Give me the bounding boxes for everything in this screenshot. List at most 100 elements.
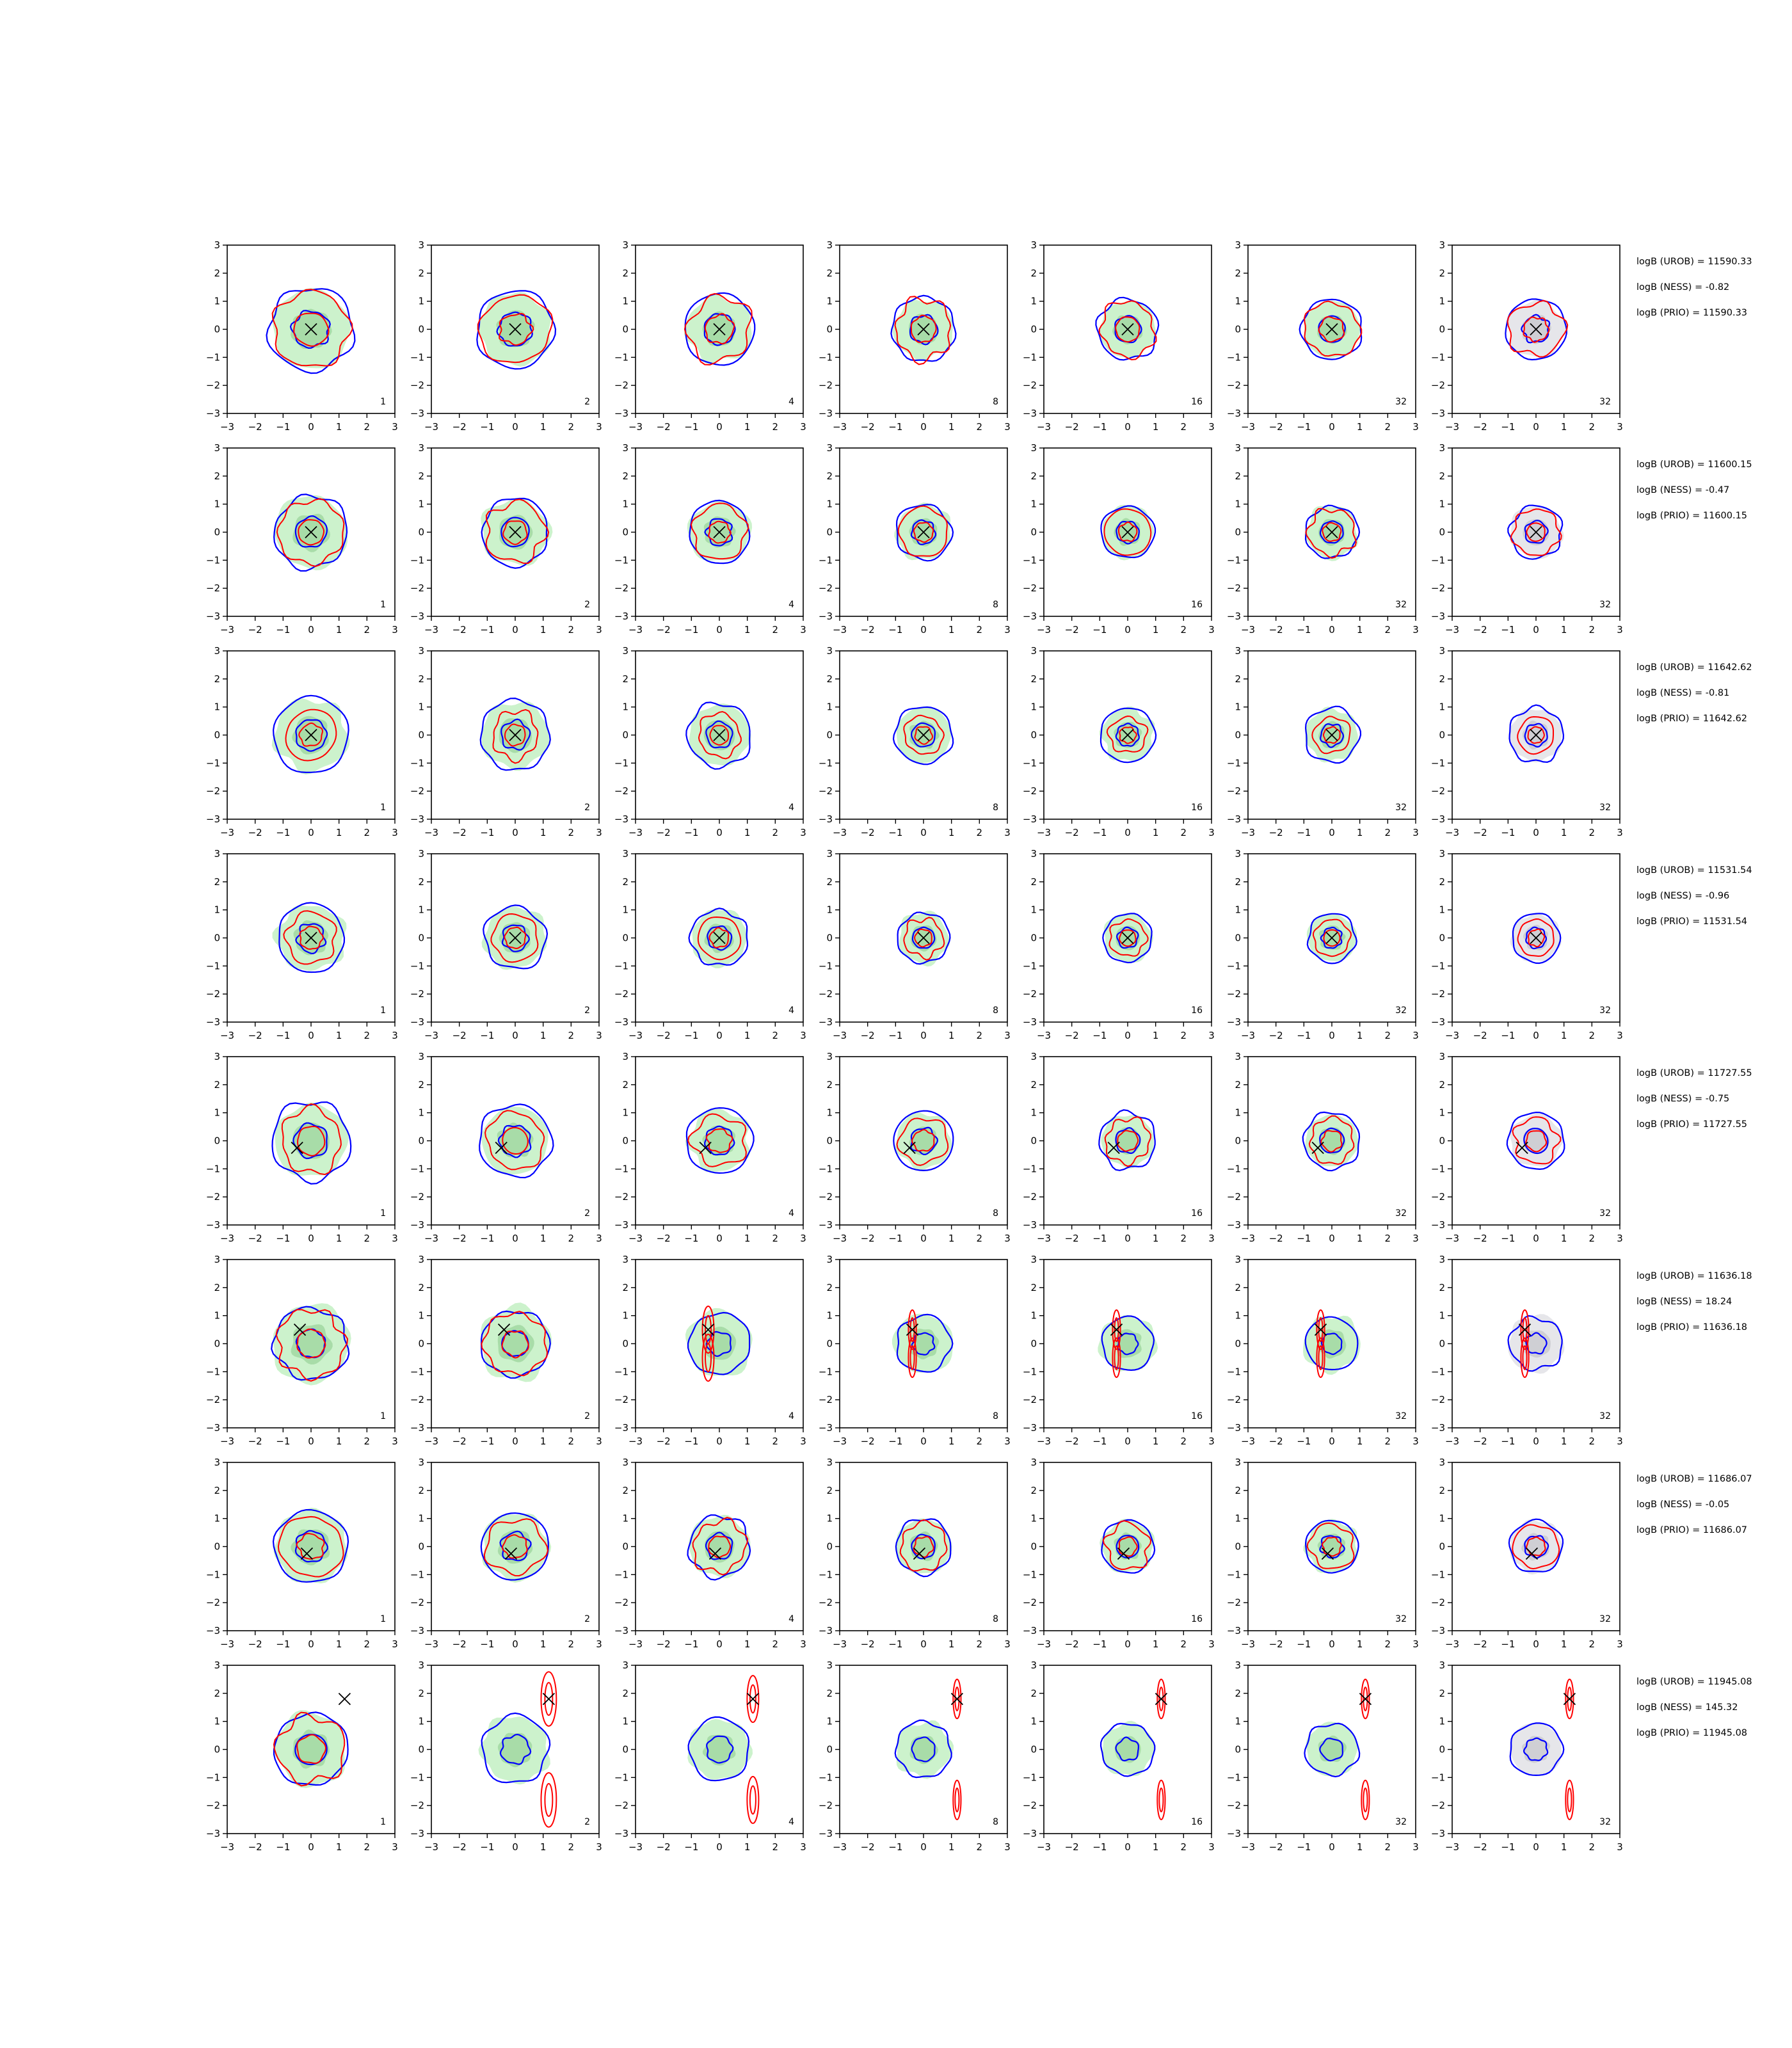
y-tick-label: 3 [418, 239, 424, 251]
y-tick-label: 3 [1439, 1457, 1445, 1468]
x-tick-label: −3 [220, 421, 234, 433]
red-contour-outer [1308, 1115, 1355, 1165]
x-tick-label: 1 [336, 1436, 342, 1447]
y-tick-label: −3 [819, 1016, 833, 1028]
y-tick-label: 1 [418, 296, 424, 307]
y-tick-label: 1 [214, 1716, 220, 1727]
y-tick-label: 0 [826, 1744, 833, 1756]
y-tick-label: −3 [819, 813, 833, 825]
y-tick-label: 3 [1439, 1254, 1445, 1265]
y-tick-label: 3 [418, 848, 424, 860]
column-annotation: 4 [788, 1614, 794, 1624]
row-stats-7: logB (UROB) = 11686.07 logB (NESS) = -0.0… [1636, 1474, 1752, 1535]
y-tick-label: 2 [1235, 470, 1241, 482]
x-tick-label: 1 [948, 1841, 955, 1853]
blue-contour-inner [910, 722, 936, 748]
x-tick-label: 2 [1181, 827, 1187, 838]
red-contour-lobe-1 [1565, 1678, 1574, 1720]
x-tick-label: 1 [540, 827, 547, 838]
x-tick-label: 3 [596, 1841, 602, 1853]
y-tick-label: 2 [418, 1688, 424, 1699]
x-tick-label: −1 [1501, 1233, 1515, 1244]
y-tick-label: −2 [206, 785, 220, 797]
y-tick-label: 0 [826, 527, 833, 538]
x-tick-label: 1 [744, 827, 751, 838]
x-tick-label: 2 [1385, 421, 1391, 433]
x-tick-label: 3 [1412, 1436, 1419, 1447]
y-tick-label: 3 [214, 1457, 220, 1468]
y-tick-label: −2 [1227, 988, 1241, 1000]
red-contour-outer [1305, 508, 1357, 559]
y-tick-label: 1 [418, 499, 424, 510]
y-tick-label: 1 [418, 1107, 424, 1119]
x-tick-label: −1 [480, 1841, 494, 1853]
y-tick-label: 3 [826, 239, 833, 251]
red-contour-outer [483, 1518, 548, 1577]
y-tick-label: 2 [418, 1282, 424, 1293]
stat-ness: logB (NESS) = -0.81 [1636, 688, 1729, 698]
red-contour-lobe-inner-1 [544, 1682, 554, 1716]
blue-contour-outer [266, 288, 356, 374]
blue-contour-inner [292, 1122, 328, 1160]
y-tick-label: 3 [418, 1660, 424, 1671]
y-tick-label: 3 [1235, 239, 1241, 251]
y-tick-label: 3 [1439, 239, 1445, 251]
red-contour-inner [914, 928, 932, 948]
x-tick-label: 1 [1153, 421, 1159, 433]
red-contour-outer [1102, 1520, 1152, 1571]
true-value-marker [1325, 323, 1338, 336]
y-tick-label: −1 [206, 554, 220, 566]
y-tick-label: 2 [1235, 1485, 1241, 1496]
panel-r1-c5: −3−3 −2 −2 −1 −1 0 0 1 1 2 2 3 3 16 [1023, 239, 1215, 433]
red-contour-outer [1108, 918, 1149, 957]
x-tick-label: 3 [1208, 1841, 1215, 1853]
y-tick-label: −2 [1431, 988, 1445, 1000]
y-tick-label: 3 [1030, 1051, 1037, 1062]
x-tick-label: −3 [1037, 624, 1051, 636]
true-value-marker [1314, 1323, 1327, 1336]
blue-contour-inner [499, 1530, 532, 1562]
blue-contour-inner [1524, 1535, 1549, 1559]
y-tick-label: −3 [1431, 1828, 1445, 1839]
blue-contour-outer [1100, 707, 1157, 764]
blue-contour-inner [706, 1735, 734, 1764]
x-tick-label: 3 [1208, 1638, 1215, 1650]
blue-contour-inner [707, 925, 733, 951]
red-contour-lobe-inner-1 [1114, 1317, 1119, 1342]
y-tick-label: 2 [622, 268, 628, 279]
x-tick-label: 0 [920, 1436, 927, 1447]
y-tick-label: 0 [418, 1541, 424, 1553]
blue-contour-inner [1523, 1128, 1549, 1155]
x-tick-label: 3 [392, 624, 398, 636]
x-tick-label: 2 [364, 1841, 371, 1853]
red-contour-outer [1106, 715, 1149, 753]
panel-r1-c2: −3−3 −2 −2 −1 −1 0 0 1 1 2 2 3 3 2 [410, 239, 602, 433]
true-value-marker [305, 525, 317, 539]
column-annotation: 32 [1395, 1411, 1407, 1421]
blue-contour-inner [295, 923, 327, 955]
y-tick-label: 0 [1439, 1338, 1445, 1350]
y-tick-label: 1 [214, 499, 220, 510]
x-tick-label: 2 [568, 624, 575, 636]
y-tick-label: −1 [1227, 1569, 1241, 1580]
y-tick-label: 3 [826, 1660, 833, 1671]
y-tick-label: 0 [1439, 1744, 1445, 1756]
red-contour-lobe-inner-1 [1522, 1317, 1528, 1342]
y-tick-label: 1 [1030, 701, 1037, 713]
x-tick-label: 2 [1589, 1841, 1596, 1853]
x-tick-label: 0 [920, 1233, 927, 1244]
red-contour-inner [1523, 316, 1550, 343]
x-tick-label: 2 [1385, 1030, 1391, 1041]
true-value-marker [903, 1141, 916, 1155]
panel-r2-c5: −3−3 −2 −2 −1 −1 0 0 1 1 2 2 3 3 16 [1023, 442, 1215, 636]
blue-contour-inner [1525, 926, 1548, 950]
blue-contour-outer [687, 1514, 751, 1581]
true-value-marker [1325, 728, 1338, 742]
x-tick-label: 3 [392, 421, 398, 433]
red-contour-outer [690, 502, 749, 560]
red-contour-lobe-2 [908, 1337, 917, 1379]
y-tick-label: 3 [1030, 442, 1037, 454]
blue-contour-outer [1304, 1722, 1361, 1778]
y-tick-label: 1 [826, 904, 833, 916]
panel-r7-c3: −3−3 −2 −2 −1 −1 0 0 1 1 2 2 3 3 4 [614, 1457, 806, 1650]
